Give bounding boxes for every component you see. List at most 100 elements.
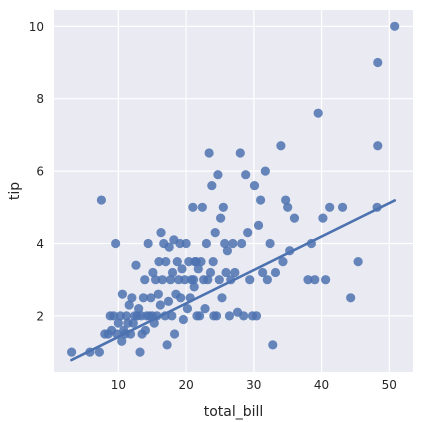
- data-point: [258, 267, 268, 278]
- data-point: [241, 170, 251, 180]
- data-point: [346, 293, 356, 303]
- data-point: [165, 275, 176, 285]
- data-point: [204, 148, 214, 158]
- data-point: [207, 180, 217, 191]
- data-point: [260, 166, 270, 176]
- data-point: [303, 275, 313, 285]
- regression-line-layer: [70, 199, 397, 362]
- data-point: [214, 275, 224, 285]
- data-point: [188, 202, 198, 212]
- data-point: [154, 256, 164, 267]
- data-point: [181, 238, 191, 249]
- data-point: [182, 304, 193, 314]
- data-point: [243, 228, 253, 238]
- data-point: [189, 282, 199, 292]
- tick-labels: 10 20 30 40 50 2 4 6 8 10: [29, 20, 397, 392]
- data-point: [283, 202, 293, 212]
- y-tick-label: 8: [36, 92, 44, 106]
- data-point: [188, 275, 199, 285]
- data-point: [237, 238, 247, 249]
- data-point: [135, 347, 145, 357]
- data-point: [180, 275, 190, 285]
- x-tick-label: 10: [111, 378, 126, 392]
- data-point: [201, 238, 212, 249]
- data-point: [289, 213, 300, 223]
- data-point: [164, 242, 174, 252]
- data-point: [94, 347, 104, 357]
- y-tick-label: 4: [36, 237, 44, 251]
- data-point: [373, 57, 383, 68]
- data-point: [140, 275, 150, 285]
- data-point: [278, 256, 288, 267]
- x-tick-label: 40: [314, 378, 329, 392]
- data-point: [245, 275, 255, 285]
- data-point: [281, 195, 291, 205]
- data-point: [325, 202, 335, 212]
- data-point: [117, 336, 127, 346]
- data-point: [124, 300, 134, 310]
- data-point: [230, 267, 240, 278]
- data-point: [235, 148, 245, 158]
- data-point: [167, 311, 177, 321]
- data-point: [217, 293, 227, 303]
- data-point: [143, 238, 153, 249]
- data-point: [138, 293, 149, 303]
- data-point: [255, 195, 266, 205]
- data-point: [224, 311, 235, 321]
- data-point: [134, 304, 144, 314]
- data-point: [321, 275, 331, 285]
- data-point: [249, 180, 260, 191]
- data-point: [213, 170, 223, 180]
- data-point: [117, 289, 128, 299]
- data-point: [113, 318, 123, 328]
- data-point: [239, 311, 249, 321]
- data-point: [127, 293, 137, 303]
- data-point: [205, 267, 216, 278]
- data-point: [216, 213, 226, 223]
- data-point: [221, 267, 231, 278]
- x-tick-label: 20: [178, 378, 193, 392]
- data-point: [155, 300, 165, 310]
- data-point: [178, 314, 188, 325]
- data-point: [200, 304, 210, 314]
- data-point: [157, 275, 167, 285]
- data-point: [161, 256, 171, 267]
- regression-line: [70, 199, 397, 362]
- data-point: [109, 311, 119, 321]
- data-point: [121, 311, 132, 321]
- data-point: [251, 311, 262, 321]
- data-point: [270, 267, 281, 278]
- data-point: [195, 311, 205, 321]
- data-point: [140, 325, 151, 335]
- data-point: [156, 228, 166, 238]
- data-point: [218, 202, 228, 212]
- y-tick-label: 2: [36, 309, 44, 323]
- data-point: [211, 311, 222, 321]
- data-point: [177, 264, 187, 274]
- data-points: [67, 21, 400, 357]
- data-point: [268, 340, 278, 350]
- data-point: [310, 275, 320, 285]
- x-tick-label: 50: [382, 378, 397, 392]
- data-point: [151, 275, 161, 285]
- data-point: [313, 108, 323, 118]
- data-point: [96, 195, 107, 205]
- data-point: [172, 256, 182, 267]
- data-point: [128, 318, 138, 328]
- data-point: [67, 347, 77, 357]
- data-point: [262, 275, 272, 285]
- data-point: [265, 238, 275, 249]
- data-point: [146, 293, 156, 303]
- data-point: [208, 256, 218, 267]
- data-point: [153, 289, 163, 299]
- data-point: [253, 220, 264, 230]
- data-point: [390, 21, 400, 31]
- data-point: [176, 293, 186, 303]
- data-point: [163, 296, 174, 307]
- data-point: [197, 202, 207, 212]
- x-axis-label: total_bill: [204, 404, 264, 420]
- data-point: [169, 329, 180, 339]
- data-point: [228, 238, 238, 249]
- data-point: [373, 141, 383, 151]
